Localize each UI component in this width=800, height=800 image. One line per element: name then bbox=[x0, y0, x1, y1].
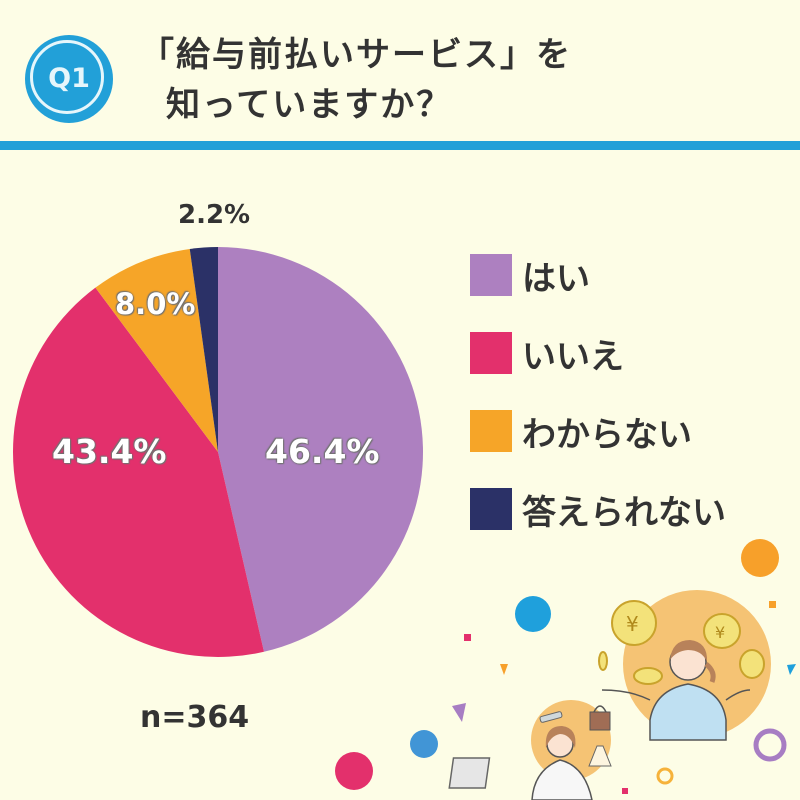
bag-icon bbox=[589, 711, 611, 731]
woman-with-laptop-figure bbox=[531, 759, 593, 800]
legend-swatch-yes bbox=[470, 254, 512, 296]
confetti-square-icon bbox=[464, 634, 471, 641]
header: Q1 「給与前払いサービス」を 知っていますか？ bbox=[0, 0, 800, 150]
confetti-square-icon bbox=[769, 601, 776, 608]
legend-item-dont-know: わからない bbox=[470, 392, 726, 470]
clothes-icon bbox=[588, 745, 612, 767]
legend-label: はい bbox=[522, 258, 590, 299]
yen-coin-icon bbox=[703, 613, 741, 649]
slice-label-cannot-answer: 2.2% bbox=[178, 200, 251, 230]
legend-item-yes: はい bbox=[470, 236, 726, 314]
slice-dont-know bbox=[95, 248, 218, 452]
slice-label-no: 43.4% bbox=[52, 432, 167, 471]
confetti-circle-icon bbox=[741, 539, 779, 577]
shoe-icon bbox=[539, 711, 563, 723]
laptop-icon bbox=[448, 757, 491, 789]
title-line-2: 知っていますか？ bbox=[166, 85, 453, 125]
confetti-ring-icon bbox=[753, 728, 787, 762]
slice-label-dont-know: 8.0% bbox=[115, 287, 196, 321]
legend-swatch-dont-know bbox=[470, 410, 512, 452]
svg-text:¥: ¥ bbox=[626, 612, 639, 636]
sample-size: n=364 bbox=[140, 700, 250, 735]
confetti-triangle-icon bbox=[452, 703, 466, 722]
yen-coin-icon bbox=[598, 651, 608, 671]
title-line-1: 「給与前払いサービス」を bbox=[140, 35, 572, 75]
confetti-triangle-icon bbox=[787, 664, 796, 675]
confetti-triangle-icon bbox=[500, 664, 508, 675]
legend: はい いいえ わからない 答えられない bbox=[470, 236, 726, 548]
legend-swatch-no bbox=[470, 332, 512, 374]
confetti-circle-icon bbox=[515, 596, 551, 632]
confetti-circle-icon bbox=[410, 730, 438, 758]
svg-text:¥: ¥ bbox=[715, 623, 725, 642]
question-badge: Q1 bbox=[25, 35, 113, 123]
legend-item-no: いいえ bbox=[470, 314, 726, 392]
confetti-circle-icon bbox=[335, 752, 373, 790]
legend-swatch-cannot-answer bbox=[470, 488, 512, 530]
chart-title: 「給与前払いサービス」を 知っていますか？ bbox=[140, 30, 572, 130]
yen-coin-icon bbox=[611, 600, 657, 646]
slice-label-yes: 46.4% bbox=[265, 432, 380, 471]
yen-coin-icon bbox=[633, 667, 663, 685]
confetti-ring-icon bbox=[656, 767, 674, 785]
legend-label: いいえ bbox=[522, 336, 624, 377]
woman-figure bbox=[649, 683, 727, 741]
legend-label: 答えられない bbox=[522, 492, 726, 533]
legend-item-cannot-answer: 答えられない bbox=[470, 470, 726, 548]
header-divider bbox=[0, 141, 800, 150]
slice-yes bbox=[218, 247, 424, 652]
confetti-square-icon bbox=[622, 788, 628, 794]
slice-cannot-answer bbox=[189, 247, 218, 452]
yen-coin-icon bbox=[739, 649, 765, 679]
slice-no bbox=[12, 287, 264, 657]
legend-label: わからない bbox=[522, 414, 692, 455]
